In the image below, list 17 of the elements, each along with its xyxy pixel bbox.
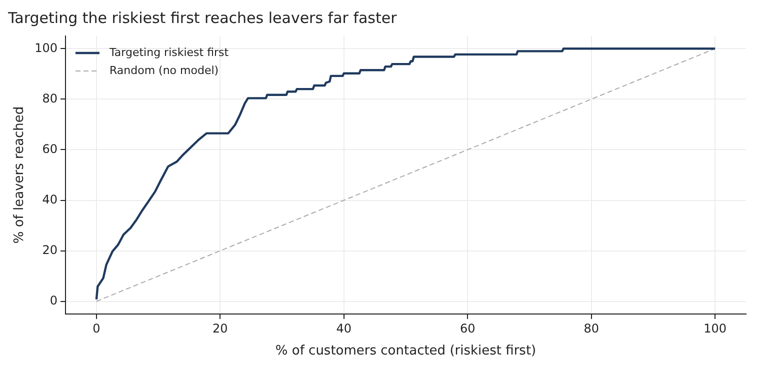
legend-label: Random (no model): [110, 64, 219, 77]
y-tick-label: 40: [42, 192, 58, 206]
x-tick-label: 0: [92, 321, 100, 336]
y-axis-title: % of leavers reached: [12, 106, 28, 244]
chart-title: Targeting the riskiest first reaches leavers far faster: [7, 8, 398, 27]
x-tick-label: 60: [460, 321, 476, 336]
x-tick-label: 100: [704, 321, 727, 336]
y-tick-label: 80: [42, 91, 58, 106]
y-tick-label: 100: [34, 40, 58, 55]
y-tick-label: 0: [50, 293, 58, 308]
x-tick-label: 40: [336, 321, 352, 336]
x-tick-label: 80: [584, 321, 599, 336]
x-tick-label: 20: [212, 321, 228, 336]
y-tick-label: 60: [42, 142, 58, 156]
y-tick-label: 20: [42, 242, 58, 257]
x-axis-title: % of customers contacted (riskiest first): [275, 344, 536, 359]
legend-label: Targeting riskiest first: [108, 46, 230, 59]
